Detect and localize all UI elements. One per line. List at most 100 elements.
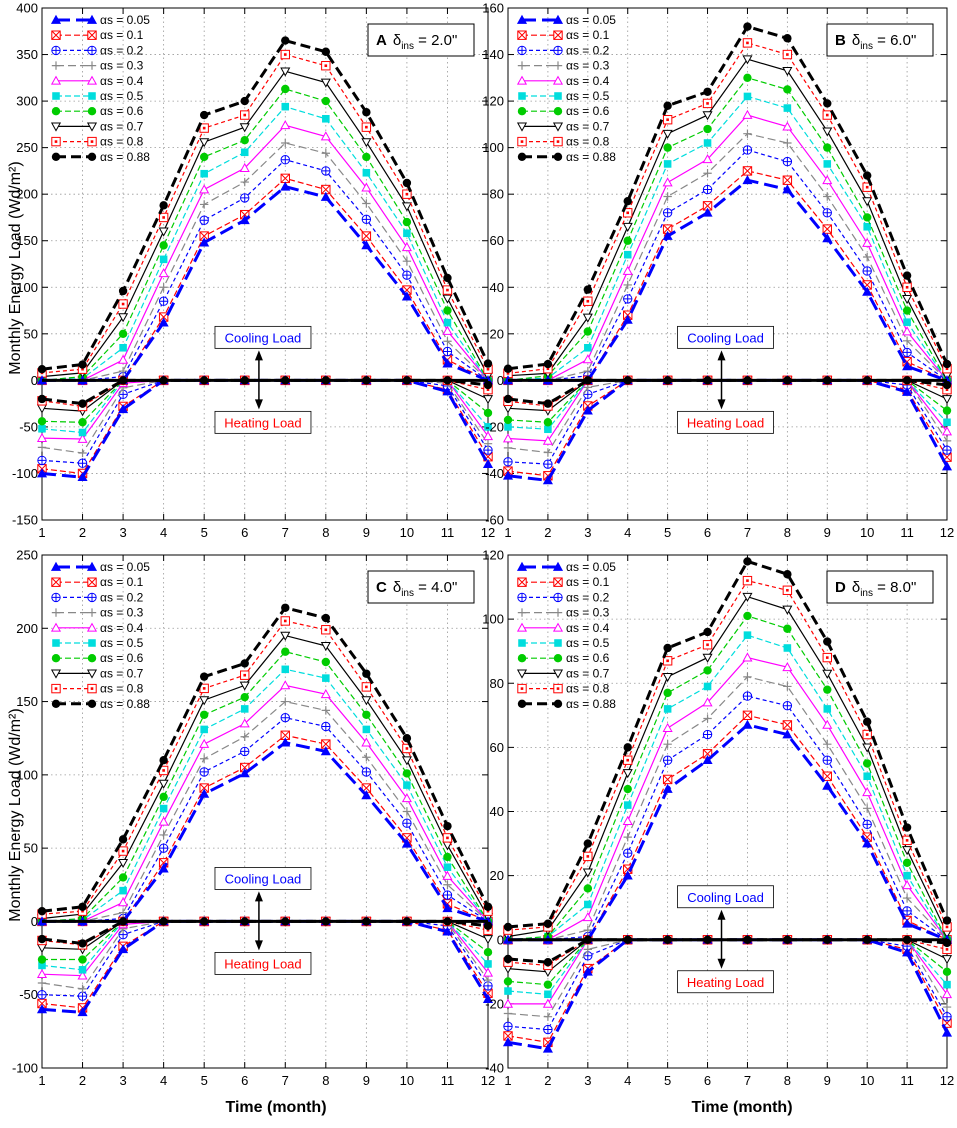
data-point (582, 868, 593, 878)
data-point (483, 975, 493, 985)
data-point (902, 336, 912, 345)
data-point (280, 155, 290, 165)
series-0_7 (36, 631, 494, 955)
data-point (199, 215, 209, 225)
data-point (823, 739, 832, 749)
legend-label: αs = 0.2 (566, 43, 610, 57)
legend-marker (52, 639, 60, 647)
data-point (240, 110, 250, 120)
data-point (199, 672, 209, 681)
y-tick-label: -50 (19, 987, 38, 1002)
heating-box (677, 970, 774, 994)
legend-marker (552, 622, 564, 632)
y-tick-label: 250 (16, 140, 38, 155)
data-point (862, 171, 872, 180)
cooling-label: Cooling Load (687, 330, 764, 345)
legend-label: αs = 0.6 (100, 104, 144, 118)
delta-symbol: δ (852, 579, 860, 596)
series-line-cooling (41, 668, 489, 922)
legend-label: αs = 0.05 (100, 560, 150, 574)
data-point (542, 435, 553, 445)
data-point (321, 625, 331, 635)
data-point (742, 38, 753, 48)
legend-label: αs = 0.4 (566, 621, 610, 635)
data-point (78, 955, 87, 964)
data-point (281, 36, 290, 45)
y-tick-label: 0 (31, 914, 38, 929)
data-point (582, 912, 593, 922)
data-point (443, 318, 452, 327)
data-point (77, 991, 88, 1001)
delta-subscript: ins (401, 41, 414, 52)
data-point (280, 49, 290, 60)
data-point (38, 961, 46, 970)
data-point (240, 193, 250, 203)
data-point (862, 743, 873, 753)
data-point (503, 1021, 513, 1032)
legend-marker (51, 61, 61, 70)
data-point (742, 691, 753, 701)
y-tick-label: 200 (16, 187, 38, 202)
data-point (159, 804, 168, 813)
data-point (702, 697, 713, 707)
data-point (742, 719, 753, 729)
data-point (782, 175, 793, 185)
legend-marker (552, 14, 564, 24)
series-0_3 (37, 138, 493, 458)
x-tick-label: 4 (160, 525, 167, 540)
data-point (582, 405, 593, 415)
data-point (623, 208, 633, 218)
data-point (902, 918, 913, 928)
y-tick-label: 20 (490, 868, 504, 883)
legend-marker (51, 152, 61, 161)
data-point (584, 900, 592, 909)
cooling-box (677, 885, 774, 909)
data-point (37, 364, 47, 374)
data-point (199, 110, 209, 120)
legend-marker (88, 92, 96, 100)
x-tick-label: 2 (79, 525, 86, 540)
delta-value: = 6.0" (873, 32, 916, 49)
data-point (362, 753, 371, 762)
x-tick-label: 11 (441, 525, 455, 540)
data-point (361, 240, 372, 250)
legend-label: αs = 0.6 (566, 651, 610, 665)
data-point (702, 754, 713, 765)
data-point (862, 759, 872, 768)
y-tick-label: 40 (490, 804, 504, 819)
data-point (902, 282, 912, 292)
series-line-cooling (42, 177, 489, 381)
data-point (623, 755, 633, 765)
data-point (822, 110, 832, 120)
legend-marker (51, 136, 61, 147)
x-tick-label: 2 (544, 525, 551, 540)
data-point (442, 833, 453, 843)
x-tick-label: 12 (940, 1073, 954, 1088)
data-point (823, 99, 832, 108)
legend-label: αs = 0.8 (100, 682, 144, 696)
legend-marker (517, 30, 527, 40)
data-point (543, 1024, 553, 1035)
panel-label-box (367, 23, 475, 57)
series-line-cooling (41, 634, 489, 920)
x-tick-label: 10 (400, 1073, 414, 1088)
series-line-cooling (41, 53, 489, 374)
data-point (37, 443, 47, 452)
series-line-cooling (507, 24, 949, 371)
data-point (281, 84, 290, 94)
series-line-cooling (41, 606, 490, 913)
series-line-cooling (42, 700, 489, 923)
data-point (322, 674, 330, 682)
y-tick-label: 40 (490, 280, 504, 295)
data-point (703, 169, 712, 178)
legend-marker (87, 654, 97, 663)
data-point (37, 417, 47, 426)
data-point (663, 739, 672, 749)
data-point (240, 732, 249, 741)
data-point (862, 286, 873, 296)
legend-marker (517, 136, 527, 147)
data-point (401, 838, 412, 848)
